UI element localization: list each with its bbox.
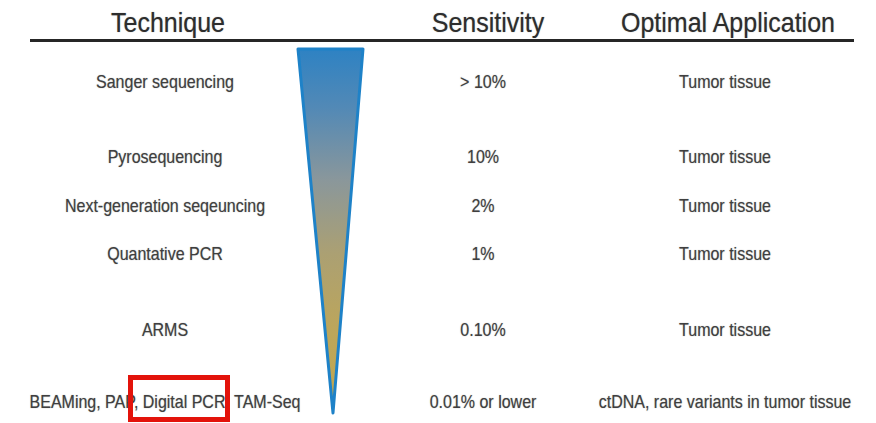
header-sensitivity: Sensitivity <box>388 7 588 38</box>
technique-pyrosequencing: Pyrosequencing <box>15 145 315 169</box>
technique-sanger: Sanger sequencing <box>15 70 315 94</box>
application-arms: Tumor tissue <box>575 318 875 342</box>
technique-ngs: Next-generation seqeuncing <box>15 194 315 218</box>
digital-pcr-highlight-box <box>128 375 230 422</box>
header-divider-line <box>30 39 854 42</box>
technique-qpcr: Quantative PCR <box>15 242 315 266</box>
sensitivity-sanger: > 10% <box>383 70 583 94</box>
application-ngs: Tumor tissue <box>575 194 875 218</box>
sensitivity-arms: 0.10% <box>383 318 583 342</box>
technique-comparison-table: Technique Sensitivity Optimal Applicatio… <box>0 0 876 423</box>
technique-arms: ARMS <box>15 318 315 342</box>
sensitivity-funnel-icon <box>288 45 378 419</box>
sensitivity-ngs: 2% <box>383 194 583 218</box>
application-pyrosequencing: Tumor tissue <box>575 145 875 169</box>
sensitivity-pyrosequencing: 10% <box>383 145 583 169</box>
header-optimal-application: Optimal Application <box>578 7 876 38</box>
sensitivity-digitalpcr: 0.01% or lower <box>383 390 583 414</box>
application-qpcr: Tumor tissue <box>575 242 875 266</box>
header-technique: Technique <box>33 7 303 38</box>
sensitivity-qpcr: 1% <box>383 242 583 266</box>
application-sanger: Tumor tissue <box>575 70 875 94</box>
application-digitalpcr: ctDNA, rare variants in tumor tissue <box>575 390 875 414</box>
